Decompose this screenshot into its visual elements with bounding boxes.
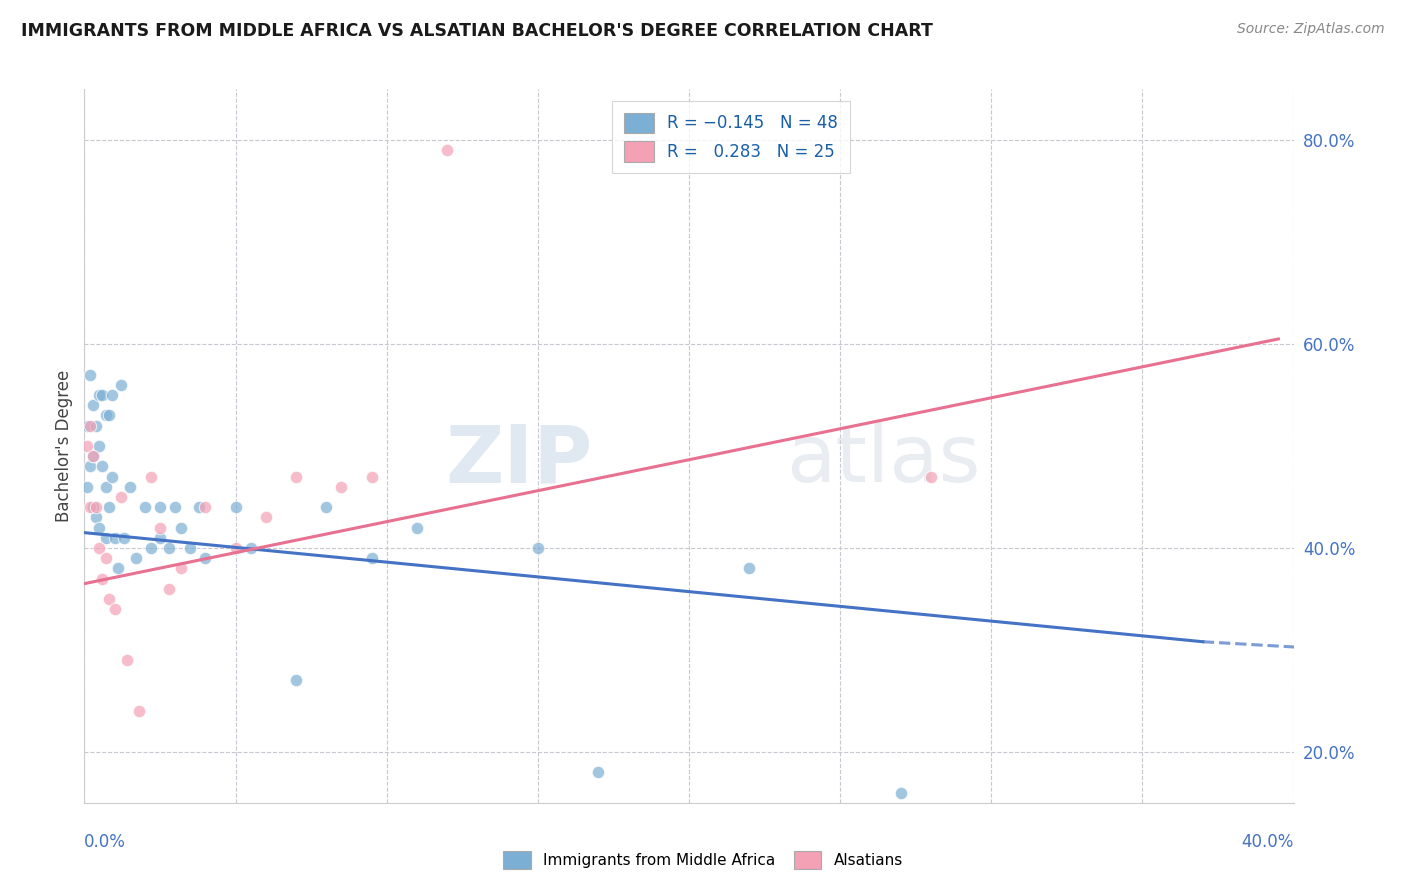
Point bbox=[86, 418, 108, 433]
Point bbox=[115, 653, 138, 667]
Point bbox=[194, 500, 217, 515]
Point bbox=[128, 704, 150, 718]
Point bbox=[225, 541, 247, 555]
Text: ZIP: ZIP bbox=[444, 421, 592, 500]
Legend: R = −0.145   N = 48, R =   0.283   N = 25: R = −0.145 N = 48, R = 0.283 N = 25 bbox=[613, 101, 851, 173]
Point bbox=[134, 500, 156, 515]
Point bbox=[165, 500, 187, 515]
Point bbox=[157, 541, 180, 555]
Point bbox=[94, 551, 117, 566]
Point bbox=[76, 439, 98, 453]
Point bbox=[91, 572, 114, 586]
Point bbox=[79, 418, 101, 433]
Point bbox=[406, 520, 429, 534]
Point bbox=[79, 459, 101, 474]
Point bbox=[149, 520, 172, 534]
Text: 0.0%: 0.0% bbox=[84, 833, 127, 851]
Point bbox=[89, 520, 111, 534]
Point bbox=[82, 449, 104, 463]
Point bbox=[76, 480, 98, 494]
Point bbox=[157, 582, 180, 596]
Point bbox=[890, 786, 912, 800]
Point bbox=[86, 500, 108, 515]
Point bbox=[139, 541, 162, 555]
Point bbox=[97, 500, 120, 515]
Text: atlas: atlas bbox=[786, 421, 980, 500]
Point bbox=[588, 765, 610, 780]
Point bbox=[76, 418, 98, 433]
Point bbox=[94, 531, 117, 545]
Point bbox=[920, 469, 942, 483]
Point bbox=[194, 551, 217, 566]
Point bbox=[82, 398, 104, 412]
Point bbox=[110, 490, 132, 504]
Point bbox=[97, 409, 120, 423]
Point bbox=[107, 561, 129, 575]
Text: 40.0%: 40.0% bbox=[1241, 833, 1294, 851]
Point bbox=[239, 541, 262, 555]
Point bbox=[91, 388, 114, 402]
Point bbox=[330, 480, 353, 494]
Point bbox=[738, 561, 761, 575]
Point bbox=[125, 551, 148, 566]
Point bbox=[91, 459, 114, 474]
Point bbox=[89, 439, 111, 453]
Point bbox=[170, 520, 193, 534]
Point bbox=[94, 409, 117, 423]
Point bbox=[104, 531, 127, 545]
Point bbox=[436, 144, 458, 158]
Point bbox=[104, 602, 127, 616]
Point bbox=[94, 480, 117, 494]
Text: IMMIGRANTS FROM MIDDLE AFRICA VS ALSATIAN BACHELOR'S DEGREE CORRELATION CHART: IMMIGRANTS FROM MIDDLE AFRICA VS ALSATIA… bbox=[21, 22, 934, 40]
Point bbox=[82, 449, 104, 463]
Point bbox=[179, 541, 201, 555]
Point bbox=[285, 469, 308, 483]
Point bbox=[82, 500, 104, 515]
Point bbox=[100, 469, 122, 483]
Point bbox=[188, 500, 211, 515]
Point bbox=[79, 368, 101, 382]
Point bbox=[527, 541, 550, 555]
Point bbox=[100, 388, 122, 402]
Point bbox=[360, 469, 382, 483]
Point bbox=[139, 469, 162, 483]
Point bbox=[89, 541, 111, 555]
Legend: Immigrants from Middle Africa, Alsatians: Immigrants from Middle Africa, Alsatians bbox=[498, 845, 908, 875]
Point bbox=[149, 500, 172, 515]
Y-axis label: Bachelor's Degree: Bachelor's Degree bbox=[55, 370, 73, 522]
Point bbox=[254, 510, 277, 524]
Text: Source: ZipAtlas.com: Source: ZipAtlas.com bbox=[1237, 22, 1385, 37]
Point bbox=[315, 500, 337, 515]
Point bbox=[285, 673, 308, 688]
Point bbox=[112, 531, 135, 545]
Point bbox=[360, 551, 382, 566]
Point bbox=[79, 500, 101, 515]
Point bbox=[170, 561, 193, 575]
Point bbox=[97, 591, 120, 606]
Point bbox=[86, 510, 108, 524]
Point bbox=[225, 500, 247, 515]
Point bbox=[149, 531, 172, 545]
Point bbox=[89, 388, 111, 402]
Point bbox=[110, 377, 132, 392]
Point bbox=[118, 480, 141, 494]
